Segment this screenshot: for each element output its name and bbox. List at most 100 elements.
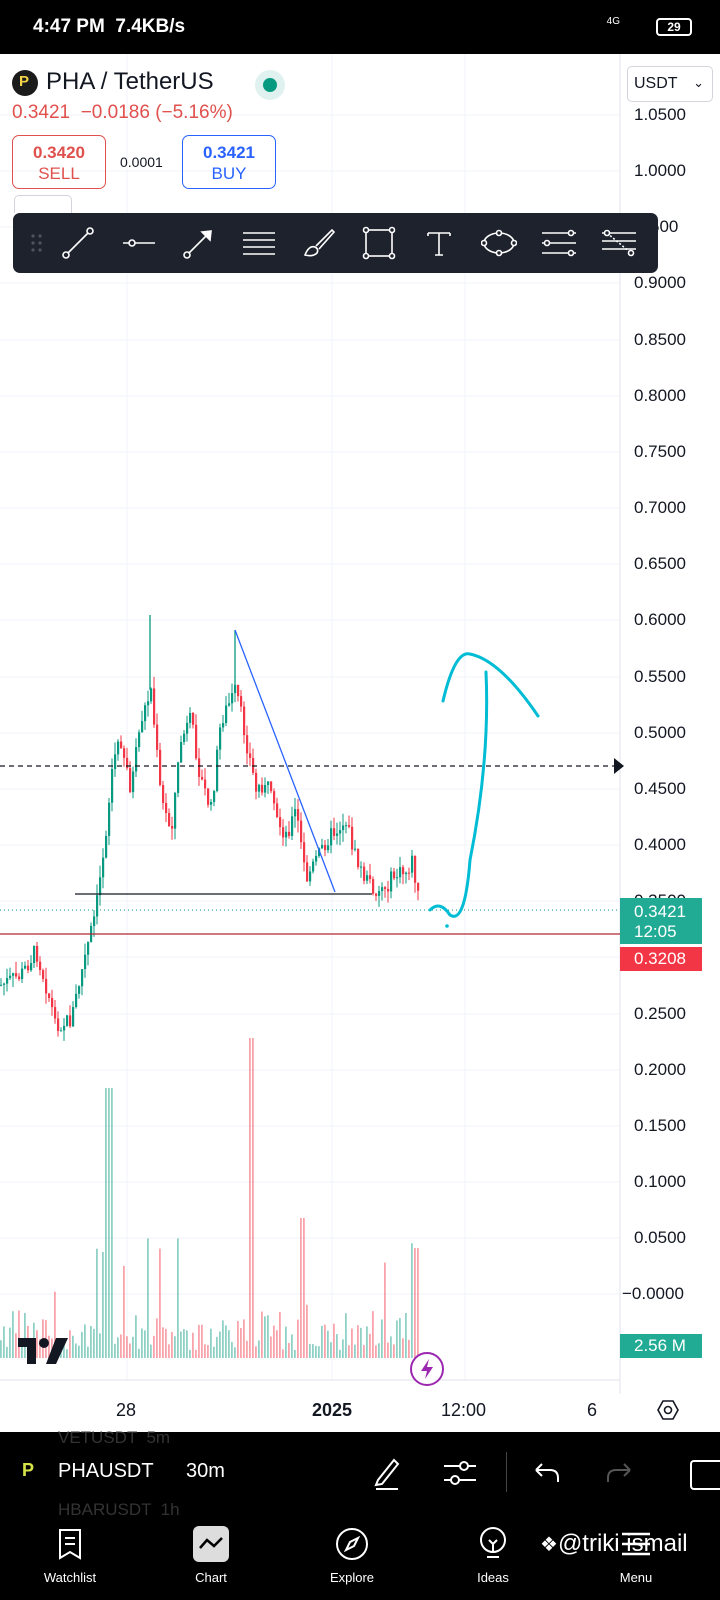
candle-body [192,713,195,725]
candle-body [321,844,324,849]
candle-body [219,727,222,750]
ellipse-icon[interactable] [480,225,518,261]
candle-body [96,895,99,917]
price-axis-label: 0.4000 [634,835,686,854]
symbol-logo: P [22,1460,35,1480]
volume-bar [264,1316,266,1358]
candle-body [387,888,390,892]
price-axis-label: 0.5000 [634,723,686,742]
candle-body [360,866,363,868]
candle-body [276,803,279,818]
coin-logo: P [12,70,38,96]
trend-line-icon[interactable] [60,225,96,261]
volume-bar [336,1334,338,1358]
price-axis-label: 0.9000 [634,273,686,292]
candles [0,615,420,1041]
spread-value: 0.0001 [120,154,163,170]
chart-icon [166,1524,256,1564]
candle-body [327,845,330,851]
flash-icon[interactable] [410,1352,444,1386]
fib-retracement-icon[interactable] [601,225,637,261]
text-icon[interactable] [421,225,457,261]
candle-body [21,968,24,980]
volume-bar [126,1336,128,1358]
candle-body [396,877,399,879]
buy-button[interactable]: 0.3421 BUY [182,135,276,189]
candle-body [345,825,348,827]
bg-row-1: VETUSDT 5m [58,1428,171,1447]
candle-body [195,724,198,759]
volume-bar [141,1328,143,1358]
volume-bar [159,1248,161,1358]
volume-bar [177,1238,179,1358]
candle-body [384,887,387,889]
price-axis-label: 0.8500 [634,330,686,349]
candle-body [15,973,18,977]
candle-body [87,942,90,955]
candle-body [150,688,153,702]
settings-gear-icon[interactable] [656,1398,680,1422]
volume-bar [318,1346,320,1358]
interval-selector[interactable]: 30m [186,1460,225,1482]
candle-body [159,749,162,785]
volume-bar [312,1344,314,1358]
sell-button[interactable]: 0.3420 SELL [12,135,106,189]
candle-body [99,877,102,896]
currency-select[interactable]: USDT ⌄ [627,66,713,102]
volume-bar [246,1340,248,1358]
volume-bar [297,1319,299,1358]
candle-body [255,772,258,792]
collapse-toolbar-button[interactable] [14,195,72,213]
candle-body [63,1025,66,1031]
volume-bar [393,1344,395,1358]
candle-body [264,785,267,793]
volume-bar [303,1218,305,1358]
nav-chart[interactable]: Chart [166,1524,256,1585]
rectangle-icon[interactable] [361,225,397,261]
pencil-icon[interactable] [372,1454,402,1495]
symbol-selector[interactable]: PHAUSDT [58,1460,154,1482]
line-price-tag: 0.3208 [620,947,702,971]
symbol-bar: VETUSDT 5m HBARUSDT 1h P PHAUSDT 30m [0,1428,720,1519]
volume-bar [210,1328,212,1358]
symbol-title[interactable]: PHA / TetherUS [46,68,214,95]
drag-handle-icon[interactable] [19,225,42,261]
trend-line [234,629,336,893]
candle-body [153,688,156,725]
undo-icon[interactable] [532,1460,560,1489]
candle-body [147,701,150,706]
time-axis-label: 2025 [312,1400,353,1420]
volume-bar [255,1346,257,1358]
nav-menu[interactable]: Menu [591,1524,681,1585]
arrow-icon[interactable] [181,225,217,261]
fullscreen-icon[interactable] [690,1460,720,1490]
nav-ideas[interactable]: Ideas [448,1524,538,1585]
volume-bar [72,1335,74,1358]
horizontal-line-icon[interactable] [121,225,157,261]
volume-bar [48,1335,50,1358]
nav-watchlist[interactable]: Watchlist [25,1524,115,1585]
volume-bar [279,1312,281,1358]
candle-body [405,872,408,875]
indicator-settings-icon[interactable] [444,1458,476,1493]
parallel-channel-icon[interactable] [541,225,577,261]
volume-bar [351,1328,353,1358]
candle-body [363,866,366,881]
time-axis-label: 28 [116,1400,137,1420]
candle-body [48,993,51,998]
status-time: 4:47 PM 7.4KB/s [33,16,186,37]
candle-body [366,875,369,881]
volume-bar [39,1339,41,1358]
volume-bar [261,1311,263,1358]
nav-explore[interactable]: Explore [307,1524,397,1585]
candle-body [258,784,261,792]
candle-body [189,713,192,723]
volume-bar [18,1310,20,1358]
horizontal-lines-icon[interactable] [241,225,277,261]
redo-icon[interactable] [606,1460,634,1489]
volume-bar [123,1265,125,1358]
volume-bar [294,1349,296,1358]
candle-body [309,871,312,882]
battery-icon: 29 [656,18,692,36]
brush-icon[interactable] [301,225,337,261]
